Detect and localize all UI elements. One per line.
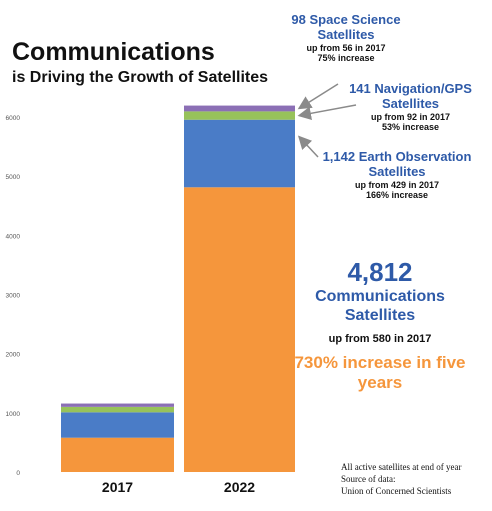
annotation-navigation: 141 Navigation/GPS Satellites up from 92… (348, 81, 473, 133)
communications-label: Communications Satellites (315, 287, 445, 324)
bar-segment-communications-2017 (61, 437, 174, 472)
earth-observation-label: 1,142 Earth Observation Satellites (322, 149, 472, 179)
communications-number: 4,812 (347, 257, 413, 287)
bar-segment-earth_observation-2022 (184, 119, 295, 188)
navigation-pct: 53% increase (381, 122, 440, 133)
source-line-3: Union of Concerned Scientists (341, 486, 452, 497)
annotation-earth-observation: 1,142 Earth Observation Satellites up fr… (322, 149, 472, 201)
space-science-up: up from 56 in 2017 (306, 42, 386, 53)
arrow-earth-observation (297, 135, 319, 158)
bar-segment-space_science-2022 (184, 105, 295, 112)
y-tick-label: 1000 (6, 411, 21, 418)
source-line-2: Source of data: (341, 474, 396, 485)
earth-observation-pct: 166% increase (365, 190, 429, 201)
chart-title: Communications (12, 38, 215, 66)
y-tick-label: 4000 (6, 233, 21, 240)
communications-up: up from 580 in 2017 (328, 332, 432, 345)
bar-segment-communications-2022 (184, 187, 295, 473)
bar-segment-navigation-2017 (61, 406, 174, 413)
y-tick-label: 0 (16, 470, 20, 477)
x-tick-label: 2017 (102, 479, 133, 495)
y-tick-label: 3000 (6, 293, 21, 300)
annotation-space-science: 98 Space Science Satellites up from 56 i… (290, 12, 402, 64)
y-tick-label: 6000 (6, 115, 21, 122)
space-science-pct: 75% increase (317, 53, 375, 64)
chart-subtitle: is Driving the Growth of Satellites (12, 69, 269, 86)
x-tick-label: 2022 (224, 479, 255, 495)
communications-increase: 730% increase in five years (294, 352, 466, 393)
source-note: All active satellites at end of year Sou… (341, 461, 461, 497)
y-tick-label: 5000 (6, 174, 21, 181)
annotation-communications: 4,812 Communications Satellites up from … (290, 258, 470, 394)
arrow-space-science (297, 83, 339, 110)
bar-segment-earth_observation-2017 (61, 412, 174, 438)
navigation-up: up from 92 in 2017 (370, 111, 451, 122)
space-science-label: 98 Space Science Satellites (291, 12, 401, 42)
bar-segment-navigation-2022 (184, 111, 295, 120)
earth-observation-up: up from 429 in 2017 (354, 179, 440, 190)
bar-segment-space_science-2017 (61, 403, 174, 407)
arrow-navigation (297, 104, 357, 121)
navigation-label: 141 Navigation/GPS Satellites (349, 81, 472, 111)
y-tick-label: 2000 (6, 352, 21, 359)
source-line-1: All active satellites at end of year (341, 462, 462, 472)
